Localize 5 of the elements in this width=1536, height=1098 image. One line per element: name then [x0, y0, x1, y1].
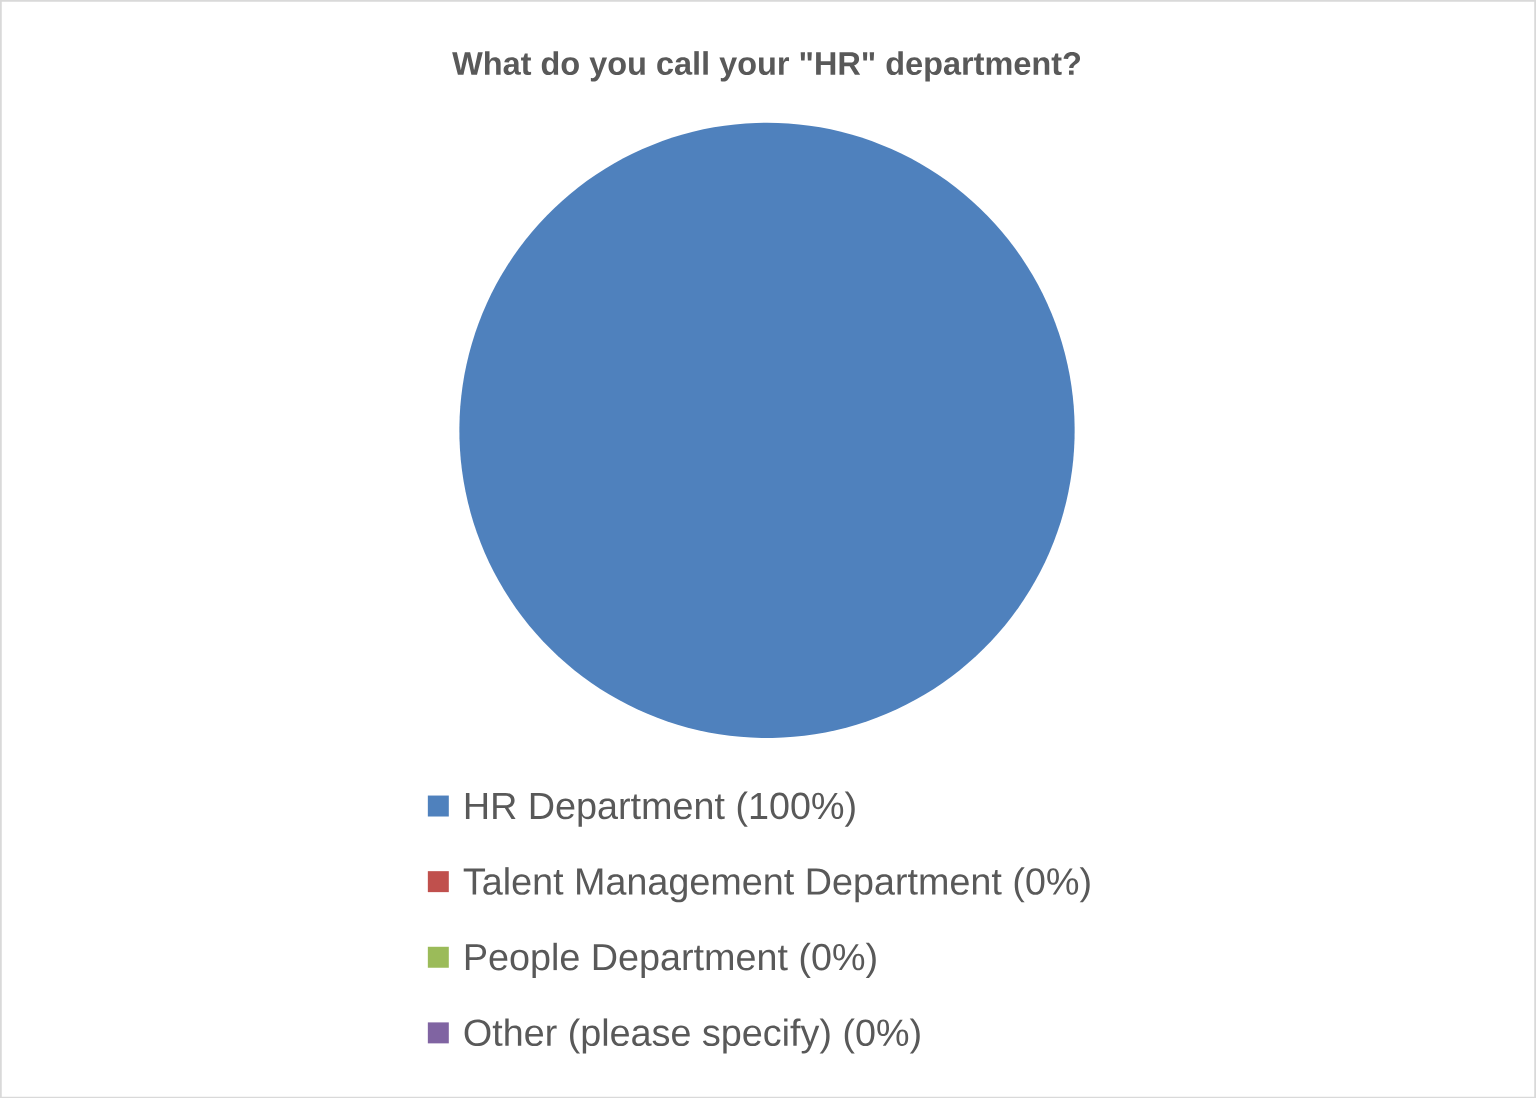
- legend-label: Talent Management Department (0%): [463, 866, 1090, 903]
- chart-title: What do you call your "HR" department?: [452, 50, 1081, 82]
- legend-label: People Department (0%): [465, 942, 876, 978]
- legend-label: HR Department (100%): [465, 791, 855, 827]
- legend-label: Other (please specify) (0%): [464, 1018, 920, 1054]
